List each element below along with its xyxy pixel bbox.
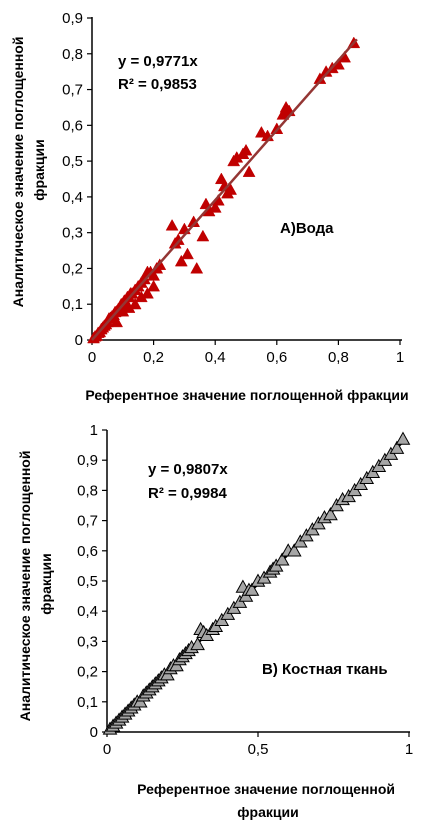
data-point: [208, 201, 222, 213]
data-point: [196, 229, 210, 242]
data-point: [244, 582, 260, 596]
y-tick-label: 0,4: [77, 603, 98, 620]
data-point: [254, 125, 268, 138]
data-point: [239, 143, 253, 156]
chart-a-y-ticks: 0 0,1 0,2 0,3 0,4 0,5 0,6 0,7 0,8 0,9: [62, 10, 92, 349]
chart-a-y-label: Аналитическое значение поглощенной фракц…: [10, 33, 47, 308]
chart-b-y-label-line-2: фракции: [38, 553, 54, 614]
chart-a-points: [87, 36, 361, 344]
chart-a-y-label-line-1: Аналитическое значение поглощенной: [10, 37, 26, 308]
data-point: [141, 286, 154, 299]
chart-a-trendline: [91, 38, 358, 341]
x-tick-label: 0,2: [143, 349, 164, 366]
y-tick-label: 0: [75, 332, 83, 349]
chart-a-y-label-line-2: фракции: [31, 139, 47, 200]
x-tick-label: 0: [88, 349, 96, 366]
chart-b-x-ticks: 0 0,5 1: [103, 732, 413, 758]
y-tick-label: 0,5: [62, 153, 83, 170]
x-tick-label: 0,8: [328, 349, 349, 366]
data-point: [190, 261, 204, 274]
chart-b-x-label: Референтное значение поглощенной фракции: [137, 781, 399, 820]
data-point: [323, 507, 338, 521]
chart-b-x-label-line-1: Референтное значение поглощенной: [137, 781, 395, 797]
chart-b-x-label-line-2: фракции: [237, 804, 298, 820]
chart-b-y-label-line-1: Аналитическое значение поглощенной: [17, 451, 33, 722]
data-point: [110, 315, 124, 328]
data-point: [147, 279, 161, 292]
data-point: [389, 440, 405, 454]
x-tick-label: 0,4: [205, 349, 226, 366]
x-tick-label: 1: [405, 741, 413, 758]
chart-b-y-label: Аналитическое значение поглощенной фракц…: [17, 447, 54, 722]
data-point: [190, 636, 205, 651]
chart-b-y-ticks: 0 0,1 0,2 0,3 0,4 0,5 0,6 0,7 0,8 0,9 1: [77, 422, 107, 741]
chart-b-points: [102, 431, 411, 735]
y-tick-label: 0,7: [62, 82, 83, 99]
chart-a-r2: R² = 0,9853: [118, 76, 197, 93]
y-tick-label: 0: [90, 724, 98, 741]
chart-b-equation: y = 0,9807x: [148, 461, 228, 478]
data-point: [224, 183, 238, 195]
y-tick-label: 0,6: [62, 117, 83, 134]
chart-b: 0 0,5 1 00,10,20,30,40,50,60,70,80,91 y = …: [17, 422, 413, 820]
data-point: [286, 543, 302, 557]
x-tick-label: 0,6: [266, 349, 287, 366]
chart-a-x-label: Референтное значение поглощенной фракции: [85, 387, 408, 403]
data-point: [128, 297, 142, 310]
y-tick-label: 0,3: [62, 225, 83, 242]
y-tick-label: 0,2: [77, 664, 98, 681]
y-tick-label: 0,4: [62, 189, 83, 206]
y-tick-label: 1: [90, 422, 98, 439]
y-tick-label: 0,3: [77, 633, 98, 650]
y-tick-label: 0,6: [77, 543, 98, 560]
x-tick-label: 0: [103, 741, 111, 758]
x-tick-label: 1: [396, 349, 404, 366]
chart-a-x-ticks: 0 0,2 0,4 0,6 0,8 1: [88, 340, 404, 366]
y-tick-label: 0,9: [77, 452, 98, 469]
chart-a: 0 0,2 0,4 0,6 0,8 1 0 0,1 0,2 0,3 0,4 0,5 0,6 0,7 0,8…: [10, 10, 409, 403]
data-point: [174, 254, 188, 267]
x-tick-label: 0,5: [248, 741, 269, 758]
chart-a-title: А)Вода: [280, 220, 334, 237]
chart-b-title: В) Костная ткань: [262, 661, 388, 678]
y-tick-label: 0,8: [77, 482, 98, 499]
y-tick-label: 0,8: [62, 46, 83, 63]
y-tick-label: 0,5: [77, 573, 98, 590]
y-tick-label: 0,7: [77, 513, 98, 530]
data-point: [181, 247, 194, 260]
y-tick-label: 0,1: [62, 296, 83, 313]
chart-b-r2: R² = 0,9984: [148, 485, 227, 502]
data-point: [165, 218, 179, 231]
data-point: [242, 165, 256, 177]
chart-a-equation: y = 0,9771x: [118, 53, 198, 70]
data-point: [395, 431, 411, 445]
y-tick-label: 0,9: [62, 10, 83, 27]
y-tick-label: 0,2: [62, 260, 83, 277]
data-point: [274, 552, 290, 566]
y-tick-label: 0,1: [77, 694, 98, 711]
